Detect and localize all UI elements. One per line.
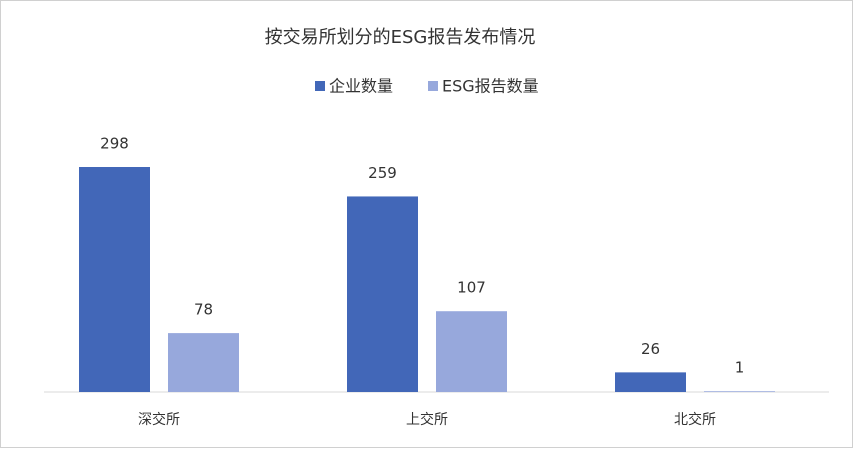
- x-tick-label: 深交所: [138, 411, 180, 428]
- legend-label: ESG报告数量: [442, 77, 539, 96]
- data-label: 259: [368, 164, 397, 182]
- data-label: 26: [641, 340, 660, 358]
- chart-title: 按交易所划分的ESG报告发布情况: [265, 27, 536, 48]
- x-tick-label: 上交所: [406, 411, 448, 428]
- bar: [347, 196, 418, 392]
- data-label: 107: [457, 279, 486, 297]
- bar: [436, 311, 507, 392]
- legend-label: 企业数量: [329, 77, 393, 96]
- bar: [168, 333, 239, 392]
- bar: [79, 167, 150, 392]
- data-label: 78: [194, 301, 213, 319]
- x-tick-label: 北交所: [674, 411, 716, 428]
- data-label: 298: [100, 135, 129, 153]
- data-label: 1: [735, 359, 745, 377]
- legend-swatch: [315, 81, 325, 91]
- bar: [615, 372, 686, 392]
- legend-swatch: [428, 81, 438, 91]
- bar: [704, 391, 775, 392]
